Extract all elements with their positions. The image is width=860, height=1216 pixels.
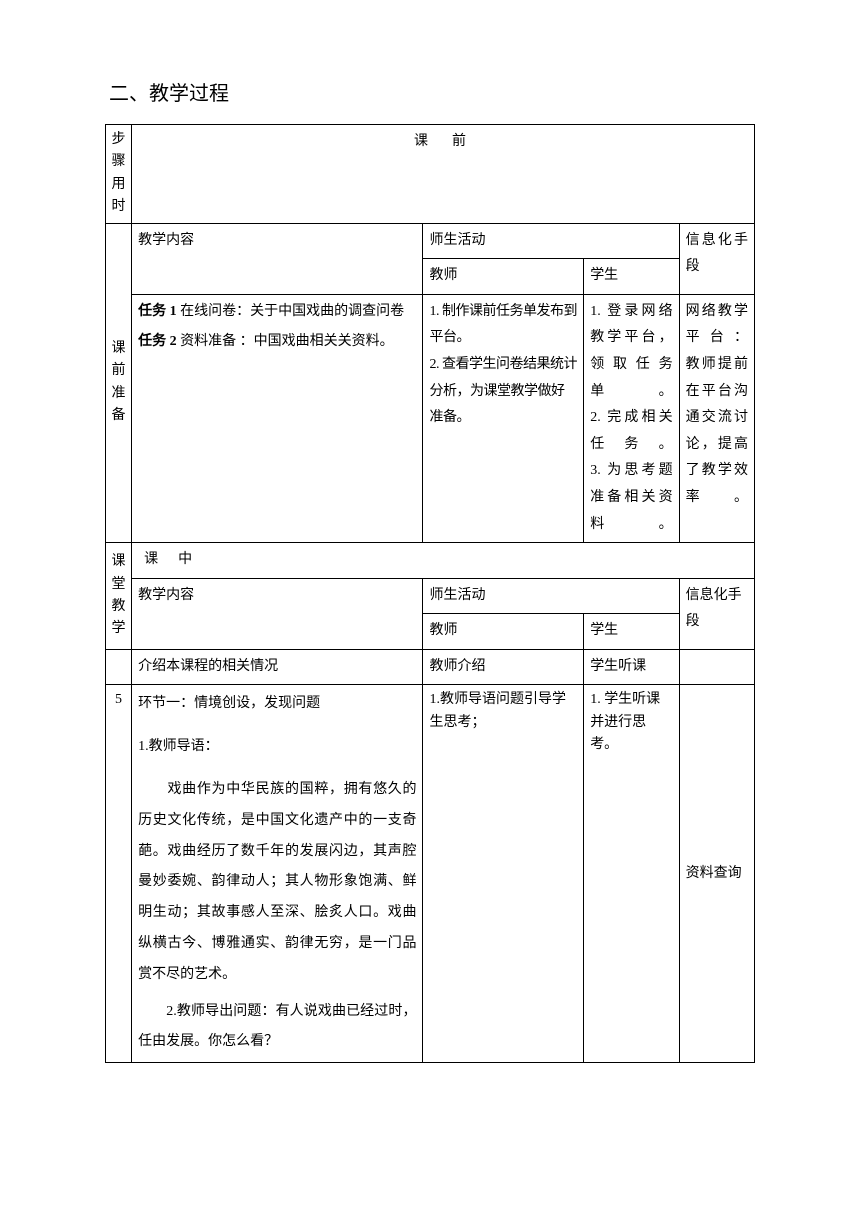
- lesson-table: 步骤用时 课前 课前准备 教学内容 师生活动 信息化手段 教师 学生 任务 1 …: [105, 124, 755, 1063]
- step5-info: 资料查询: [679, 685, 754, 1063]
- inclass-label: 课堂教学: [106, 543, 132, 650]
- step5-content: 环节一：情境创设，发现问题 1.教师导语： 戏曲作为中华民族的国粹，拥有悠久的历…: [132, 685, 423, 1063]
- section-title: 二、教学过程: [105, 80, 755, 108]
- preclass-info: 网络教学平台： 教师提前在平台沟通交流讨论，提高了教学效率。: [679, 294, 754, 542]
- step5-time: 5: [106, 685, 132, 1063]
- info-header: 信息化手段: [679, 223, 754, 294]
- intro-content: 介绍本课程的相关情况: [132, 649, 423, 685]
- seg1-sub: 1.教师导语：: [138, 732, 416, 763]
- content-header-2: 教学内容: [132, 578, 423, 649]
- preclass-teacher: 1. 制作课前任务单发布到平台。 2. 查看学生问卷结果统计分析，为课堂教学做好…: [423, 294, 584, 542]
- table-row: 步骤用时 课前: [106, 125, 755, 224]
- seg1-q: 2.教师导出问题：有人说戏曲已经过时，任由发展。你怎么看？: [138, 997, 416, 1059]
- task1-label: 任务 1: [138, 304, 177, 319]
- content-header: 教学内容: [132, 223, 423, 294]
- empty-cell: [106, 649, 132, 685]
- inclass-header: 课中: [132, 543, 755, 579]
- student-header-2: 学生: [584, 614, 679, 650]
- table-row: 任务 1 在线问卷：关于中国戏曲的调查问卷 任务 2 资料准备 ：中国戏曲相关关…: [106, 294, 755, 542]
- task2-label: 任务 2: [138, 334, 177, 349]
- task1-text: 在线问卷：关于中国戏曲的调查问卷: [180, 304, 404, 319]
- activity-header-2: 师生活动: [423, 578, 679, 614]
- activity-header: 师生活动: [423, 223, 679, 259]
- task2-text: 资料准备 ：中国戏曲相关关资料。: [180, 334, 394, 349]
- table-row: 课前准备 教学内容 师生活动 信息化手段: [106, 223, 755, 259]
- preclass-content: 任务 1 在线问卷：关于中国戏曲的调查问卷 任务 2 资料准备 ：中国戏曲相关关…: [132, 294, 423, 542]
- preclass-header: 课前: [132, 125, 755, 224]
- intro-info: [679, 649, 754, 685]
- teacher-header: 教师: [423, 259, 584, 295]
- student-header: 学生: [584, 259, 679, 295]
- intro-teacher: 教师介绍: [423, 649, 584, 685]
- preclass-label: 课前准备: [106, 223, 132, 543]
- step-time-header: 步骤用时: [106, 125, 132, 224]
- table-row: 教学内容 师生活动 信息化手段: [106, 578, 755, 614]
- table-row: 5 环节一：情境创设，发现问题 1.教师导语： 戏曲作为中华民族的国粹，拥有悠久…: [106, 685, 755, 1063]
- step5-student: 1. 学生听课并进行思考。: [584, 685, 679, 1063]
- step5-teacher: 1.教师导语问题引导学生思考；: [423, 685, 584, 1063]
- seg1-body: 戏曲作为中华民族的国粹，拥有悠久的历史文化传统，是中国文化遗产中的一支奇葩。戏曲…: [138, 775, 416, 991]
- info-header-2: 信息化手段: [679, 578, 754, 649]
- table-row: 课堂教学 课中: [106, 543, 755, 579]
- seg1-title: 环节一：情境创设，发现问题: [138, 689, 416, 720]
- teacher-header-2: 教师: [423, 614, 584, 650]
- intro-student: 学生听课: [584, 649, 679, 685]
- preclass-student: 1. 登录网络教学平台，领取任务单。 2. 完成相关任务。 3. 为思考题准备相…: [584, 294, 679, 542]
- table-row: 介绍本课程的相关情况 教师介绍 学生听课: [106, 649, 755, 685]
